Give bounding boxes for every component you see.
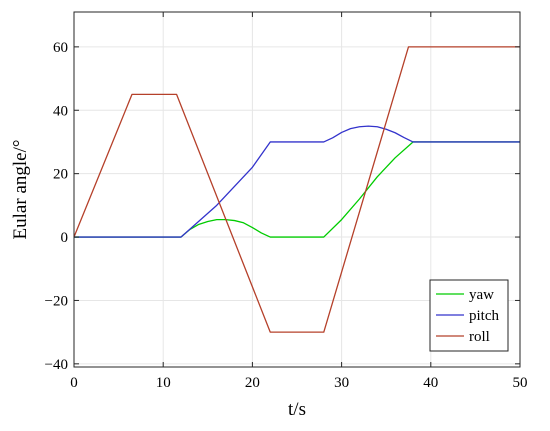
y-tick-label: 40 (53, 103, 68, 119)
legend-label-yaw: yaw (469, 287, 494, 303)
legend: yaw pitch roll (429, 279, 509, 352)
x-axis-label: t/s (288, 399, 306, 420)
y-tick-label: 20 (53, 167, 68, 183)
series-line-yaw (74, 141, 520, 238)
x-tick-label: 10 (156, 375, 171, 391)
x-tick-label: 20 (245, 375, 260, 391)
legend-label-roll: roll (469, 329, 490, 345)
series-line-roll (73, 46, 520, 333)
y-tick-label: −40 (45, 357, 68, 373)
x-tick-label: 0 (70, 375, 78, 391)
x-tick-label: 40 (423, 375, 438, 391)
ticks (73, 12, 521, 367)
series-lines (73, 46, 520, 333)
y-tick-label: 60 (53, 40, 68, 56)
axes-frame (73, 11, 521, 368)
series-line-pitch (74, 125, 520, 238)
x-tick-label: 30 (334, 375, 349, 391)
legend-label-pitch: pitch (469, 308, 499, 324)
y-tick-label: −20 (45, 293, 68, 309)
y-tick-label: 0 (61, 230, 69, 246)
y-axis-label: Eular angle/° (10, 140, 31, 240)
tick-labels: 0 10 20 30 40 50 −40 −20 0 20 40 60 (45, 40, 528, 391)
x-tick-label: 50 (513, 375, 528, 391)
